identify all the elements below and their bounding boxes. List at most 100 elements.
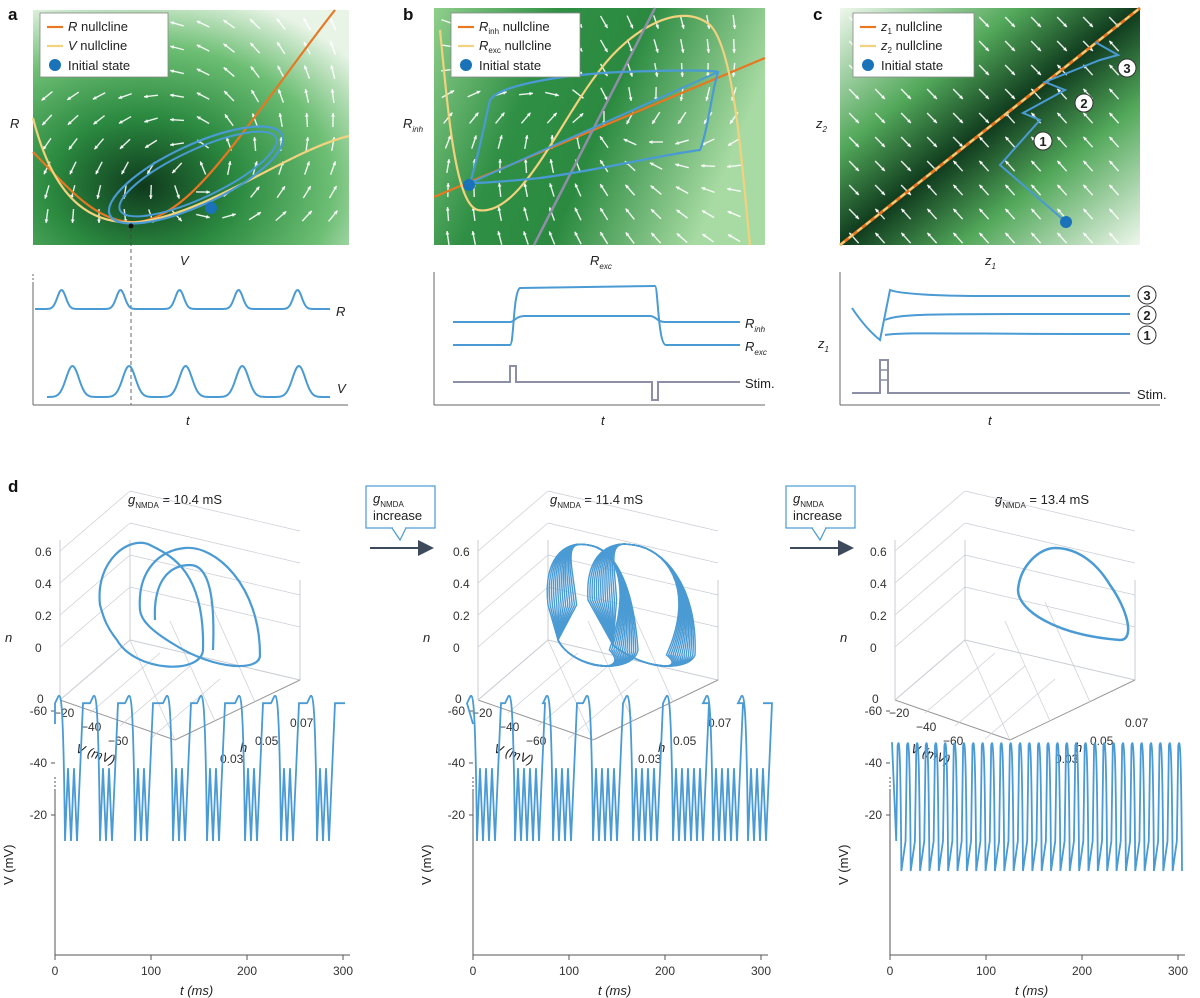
v-tick-2-0: 0 [872,692,879,706]
legend-c-z1-text: nullcline [892,19,943,34]
trace-marker-1-c: 1 [1137,325,1157,345]
svg-text:R nullcline: R nullcline [68,19,128,34]
legend-b-initial: Initial state [479,58,541,73]
svg-text:1: 1 [1143,328,1150,343]
trace-label-r-a: R [336,304,345,319]
vtrace-xtick-2-2: 200 [1072,964,1092,978]
time-marker-dot-a [128,223,134,229]
trace-marker-3-c: 3 [1137,285,1157,305]
n-tick-1-3: 0 [453,641,460,655]
vtrace-xtick-1-1: 100 [559,964,579,978]
ylabel-c: z2 [815,116,828,134]
condition-title-1: gNMDA = 10.4 mS [128,492,222,510]
ylabel-a: R [10,116,19,131]
ylabel-b: Rinh [403,116,424,134]
vtrace-ytick-2-0: -20 [865,808,883,822]
n-tick-2-2: 0.2 [870,609,887,623]
initial-state-a [205,202,217,214]
vtrace-xtick-0-0: 0 [52,964,59,978]
initial-state-b [463,179,475,191]
trace-stim-c [852,359,1130,394]
svg-text:Rinh nullcline: Rinh nullcline [479,19,550,36]
vector-field-a [40,17,338,224]
vtrace-xlabel-1: t (ms) [598,983,631,998]
legend-b: Rinh nullcline Rexc nullcline Initial st… [450,12,581,78]
legend-c-z2-sub: 2 [888,46,893,55]
svg-text:3: 3 [1143,288,1150,303]
vtrace-ytick-2-1: -40 [865,756,883,770]
legend-c-z2-var: z [880,38,888,53]
vtrace-ylabel-2: V (mV) [836,845,851,885]
panel-a: a R nullcline V nullcline Initial state … [8,5,350,428]
legend-c: z1 nullcline z2 nullcline Initial state [852,12,975,78]
voltage-line-0 [54,694,345,842]
h-tick-0-1: 0.05 [255,734,279,748]
n-tick-2-3: 0 [870,641,877,655]
r-exc-nullcline-b [438,14,752,246]
vtrace-xlabel-0: t (ms) [180,983,213,998]
condition-title-3: gNMDA = 13.4 mS [995,492,1089,510]
voltage-line-1 [466,694,773,842]
initial-state-c [1060,216,1072,228]
trace-rinh-b [453,315,740,323]
trace-label-v-a: V [337,381,347,396]
svg-text:z2 nullcline: z2 nullcline [880,38,943,55]
legend-c-z1-var: z [880,19,888,34]
z2-nullcline-c [839,7,1141,246]
n-tick-2-1: 0.4 [870,577,887,591]
panel-d: d gNMDA = 10.4 mS gNMDA = 11.4 mS gNMDA … [1,477,1188,998]
xlabel-c: z1 [984,253,996,271]
vtrace-xtick-1-0: 0 [470,964,477,978]
svg-text:increase: increase [373,508,422,523]
xlabel-b: Rexc [590,253,612,271]
vtrace-ytick-1-0: -20 [448,808,466,822]
vtrace-ytick-0-2: -60 [30,704,48,718]
legend-b-rexc-text: nullcline [501,38,552,53]
trace-label-rexc-b: Rexc [745,339,767,357]
vtrace-ylabel-0: V (mV) [1,845,16,885]
svg-text:gNMDA: gNMDA [373,491,404,509]
legend-c-z1-sub: 1 [888,27,893,36]
v-tick-0-1: −20 [54,706,75,720]
v-tick-1-3: −60 [526,734,547,748]
v-tick-1-1: −20 [472,706,493,720]
vtrace-ytick-1-2: -60 [448,704,466,718]
h-tick-2-0: 0.07 [1125,716,1149,730]
trace-rexc-b [453,284,740,346]
n-tick-1-2: 0.2 [453,609,470,623]
panel-c: c 1 2 3 z1 nullcline z2 nullcline Initia… [813,5,1167,428]
legend-b-rinh-sub: inh [488,27,499,36]
h-tick-1-0: 0.07 [708,716,732,730]
vtrace-ytick-2-2: -60 [865,704,883,718]
n-tick-0-0: 0.6 [35,545,52,559]
time-label-a: t [186,413,191,428]
voltage-trace-3: -20 -40 -60 0 100 200 300 V (mV) t (ms) [836,704,1188,998]
time-label-c: t [988,413,993,428]
trace-z1-3-c [851,288,1130,342]
trace-z1-1-c [884,332,1131,336]
legend-b-rexc-var: R [479,38,488,53]
trace-r-a [35,289,330,310]
h-tick-0-0: 0.07 [290,716,314,730]
v-tick-2-1: −20 [889,706,910,720]
limit-cycle-outer-a [107,125,285,225]
svg-text:3: 3 [1123,61,1130,76]
v-tick-2-2: −40 [916,720,937,734]
svg-text:Rexc nullcline: Rexc nullcline [479,38,551,55]
panel-d-letter: d [8,477,18,496]
vtrace-xtick-0-1: 100 [141,964,161,978]
n-tick-1-0: 0.6 [453,545,470,559]
trajectory-b-jump [469,71,719,184]
v-tick-0-0: 0 [37,692,44,706]
legend-a: R nullcline V nullcline Initial state [39,12,169,78]
v-tick-1-0: 0 [455,692,462,706]
h-tick-1-2: 0.03 [638,752,662,766]
xlabel-a: V [180,253,190,268]
vtrace-xtick-0-3: 300 [333,964,353,978]
n-tick-0-1: 0.4 [35,577,52,591]
v-tick-0-2: −40 [81,720,102,734]
n-tick-0-2: 0.2 [35,609,52,623]
